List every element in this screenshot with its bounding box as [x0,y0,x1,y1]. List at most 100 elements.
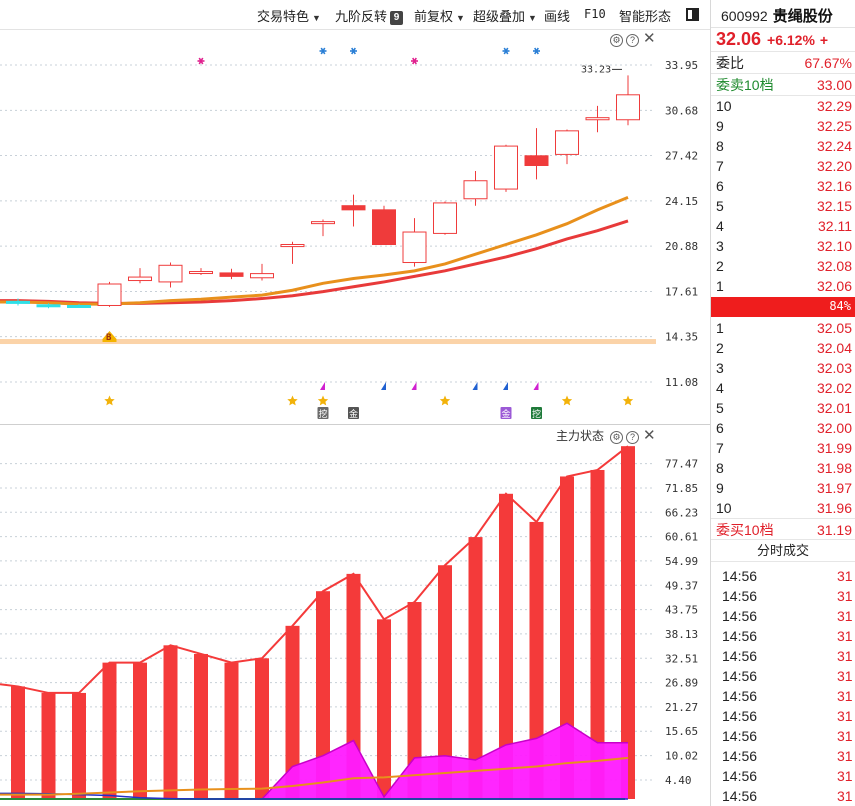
quote-panel: 600992 贵绳股份 32.06 +6.12% + 委比 67.67% 委卖10档 … [710,0,855,806]
ma-fast-line [0,195,629,306]
y-axis-tick-label: 20.88 [665,240,698,253]
price-pane[interactable]: 33.95 30.68 27.42 24.15 20.88 17.61 14.35 11.08… [0,30,710,425]
trade-time: 14:56 [722,728,758,744]
main-force-bar [72,692,86,799]
candle-body [494,145,518,190]
help-icon[interactable]: ? [626,431,640,444]
bid-total-row: 委买10档 31.19 [711,518,855,540]
asterisk-stroke [198,57,204,65]
chart-area: 33.95 30.68 27.42 24.15 20.88 17.61 14.35 11.08… [0,30,710,806]
support-band [0,339,656,345]
candle-body [585,117,610,121]
trade-price: 31 [837,788,853,804]
asterisk-marker [197,57,205,65]
toolbar-forward-adjust[interactable]: 前复权 ▼ [414,6,465,25]
stock-code: 600992 [721,8,768,24]
settings-icon[interactable]: ⚙ [610,431,624,444]
candle-body [36,304,61,308]
main-force-bar [590,469,605,799]
candle-body [311,221,335,225]
flag-triangle-icon [503,382,508,390]
order-ratio-row: 委比 67.67% [711,52,855,74]
candle-body [6,300,30,304]
trade-time: 14:56 [722,608,758,624]
last-price: 32.06 [716,29,762,49]
toolbar-super-overlay[interactable]: 超级叠加 ▼ [473,6,537,25]
level-number: 5 [716,400,724,416]
level-price: 32.05 [816,320,852,336]
close-icon[interactable]: ✕ [643,30,656,47]
panel-toggle-icon[interactable] [686,8,699,21]
chevron-down-icon: ▼ [312,13,321,23]
tick-trades-list[interactable]: 14:56 31 14:56 31 14:56 31 14:56 31 14:56 31 14:56… [711,562,855,806]
candle-body [67,304,91,308]
flag-triangle-icon [411,382,417,390]
candle-body [402,231,427,264]
candle-body [433,202,457,234]
main-force-bar [133,662,147,799]
main-force-bar [407,602,422,799]
star-marker-icon [104,395,115,406]
trade-row: 14:56 31 [711,566,855,586]
bid-level-row: 2 32.04 [711,338,855,358]
candle-body [219,272,244,277]
chevron-down-icon: ▼ [456,13,465,23]
settings-icon[interactable]: ⚙ [610,34,623,47]
level-number: 9 [716,118,724,134]
trade-row: 14:56 31 [711,586,855,606]
trade-time: 14:56 [722,688,758,704]
trade-row: 14:56 31 [711,786,855,806]
trade-time: 14:56 [722,648,758,664]
trade-row: 14:56 31 [711,726,855,746]
level-number: 6 [716,420,724,436]
star-marker-icon [622,395,634,406]
help-icon[interactable]: ? [626,34,639,47]
asterisk-marker [533,47,540,55]
max-price-label: 33.23 [581,64,611,75]
trade-row: 14:56 31 [711,746,855,766]
main-force-chart[interactable]: 77.47 71.85 66.23 60.61 54.99 49.37 43.75 38.13… [0,426,710,806]
order-ratio-label: 委比 [716,55,744,71]
candle-body [555,130,579,155]
level-number: 9 [716,480,724,496]
toolbar-trade-features[interactable]: 交易特色 ▼ [257,6,321,25]
flag-triangle-icon [472,382,478,390]
buy-signal-letter: B [106,333,112,343]
main-force-pane[interactable]: 77.47 71.85 66.23 60.61 54.99 49.37 43.75 38.13… [0,426,710,806]
blue-indicator-line [0,792,628,800]
trade-time: 14:56 [722,568,758,584]
flag-triangle-icon [381,382,386,390]
star-marker-icon [439,395,451,406]
candle-body [250,273,274,279]
trade-row: 14:56 31 [711,666,855,686]
main-force-bar [316,591,330,799]
toolbar-nine-step-reversal[interactable]: 九阶反转 9 [335,6,404,25]
level-price: 32.15 [816,198,852,214]
y-axis-tick-label: 66.23 [665,506,698,519]
toolbar-smart-pattern[interactable]: 智能形态 [619,6,671,25]
trade-price: 31 [837,648,853,664]
y-axis-tick-label: 17.61 [665,285,698,298]
toolbar-draw-line[interactable]: 画线 [544,6,570,25]
level-price: 32.29 [816,98,852,114]
ask-level-row: 3 32.10 [711,236,855,256]
toolbar-smart-pattern-label: 智能形态 [619,9,672,24]
level-price: 31.96 [816,500,852,516]
tag-box [317,407,329,419]
candlestick-chart[interactable]: 33.95 30.68 27.42 24.15 20.88 17.61 14.35 11.08… [0,30,710,425]
y-axis-tick-label: 32.51 [665,652,698,665]
level-number: 5 [716,198,724,214]
toolbar-f10[interactable]: F10 [584,7,606,21]
main-force-bar [560,476,574,799]
ask-total-row: 委卖10档 33.00 [711,74,855,96]
level-price: 32.03 [816,360,852,376]
y-axis-tick-label: 60.61 [665,531,698,544]
bid-level-row: 5 32.01 [711,398,855,418]
bid-level-row: 7 31.99 [711,438,855,458]
main-force-bar [438,565,452,799]
candle-body [372,209,396,245]
level-number: 8 [716,138,724,154]
close-icon[interactable]: ✕ [643,427,656,444]
asterisk-marker [411,57,418,65]
candle-body [158,264,183,283]
